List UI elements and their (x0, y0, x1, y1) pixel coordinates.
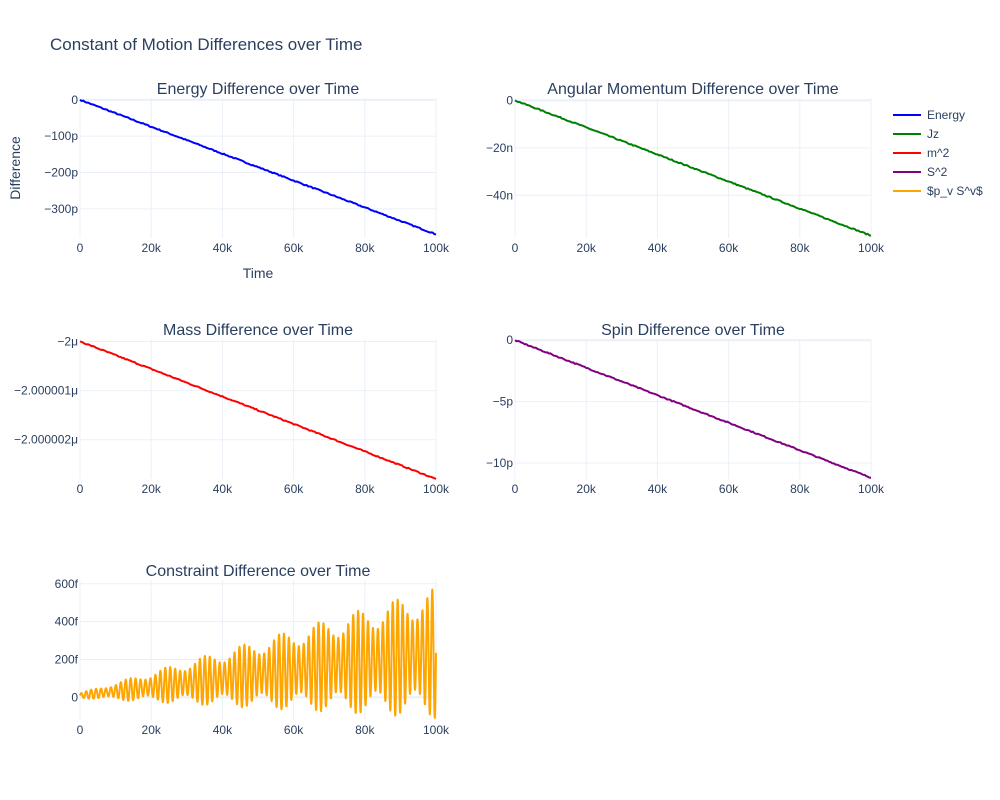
subplot-title: Spin Difference over Time (601, 322, 785, 339)
x-tick-label: 0 (512, 482, 519, 496)
y-tick-label: −100p (44, 129, 78, 143)
figure-title: Constant of Motion Differences over Time (50, 35, 362, 54)
x-tick-label: 20k (577, 241, 597, 255)
series-line-jz (514, 99, 872, 237)
x-axis-label: Time (243, 265, 274, 281)
legend-item[interactable]: Jz (893, 127, 939, 141)
x-tick-label: 60k (284, 241, 304, 255)
legend-label: Jz (927, 127, 939, 141)
x-tick-label: 20k (142, 723, 162, 737)
series-line-m2 (79, 340, 437, 480)
x-tick-label: 40k (213, 241, 233, 255)
y-axis-label: Difference (7, 136, 23, 200)
legend-label: $p_v S^v$ (927, 184, 983, 198)
subplot-5: 0 20k 40k 60k 80k 100k 0 200f 400f 600f Constraint… (55, 563, 450, 737)
subplot-3: 0 20k 40k 60k 80k 100k −2μ −2.000001μ −2.000002μ… (14, 322, 450, 496)
y-tick-label: 0 (506, 93, 513, 107)
subplot-title: Constraint Difference over Time (146, 563, 371, 580)
legend-label: m^2 (927, 146, 950, 160)
x-tick-label: 100k (858, 241, 885, 255)
y-tick-label: 400f (55, 615, 79, 629)
x-tick-label: 80k (355, 241, 375, 255)
x-tick-label: 0 (512, 241, 519, 255)
legend-item[interactable]: S^2 (893, 165, 948, 179)
x-tick-label: 20k (142, 241, 162, 255)
legend-item[interactable]: m^2 (893, 146, 950, 160)
y-tick-label: −200p (44, 166, 78, 180)
y-tick-label: −20n (486, 141, 513, 155)
subplot-2: 0 20k 40k 60k 80k 100k 0 −20n −40n Angular Moment… (486, 81, 885, 255)
x-tick-label: 60k (284, 723, 304, 737)
y-tick-label: −10p (486, 456, 513, 470)
x-tick-label: 80k (790, 482, 810, 496)
x-tick-label: 80k (790, 241, 810, 255)
subplot-title: Energy Difference over Time (157, 81, 360, 98)
y-tick-label: 0 (71, 690, 78, 704)
x-tick-label: 80k (355, 723, 375, 737)
x-tick-label: 80k (355, 482, 375, 496)
x-tick-label: 20k (142, 482, 162, 496)
y-tick-label: −2.000001μ (14, 384, 78, 398)
y-tick-label: 0 (506, 333, 513, 347)
legend[interactable]: Energy Jz m^2 S^2 $p_v S^v$ (893, 108, 983, 198)
subplot-4: 0 20k 40k 60k 80k 100k 0 −5p −10p Spin Difference… (486, 322, 885, 496)
x-tick-label: 40k (648, 482, 668, 496)
y-tick-label: 600f (55, 577, 79, 591)
x-tick-label: 60k (719, 241, 739, 255)
series-line-s2 (514, 339, 872, 479)
x-tick-label: 0 (77, 482, 84, 496)
x-tick-label: 0 (77, 723, 84, 737)
x-tick-label: 40k (213, 482, 233, 496)
subplot-1: 0 20k 40k 60k 80k 100k 0 −100p −200p −300p Energy … (7, 81, 450, 281)
y-tick-label: 200f (55, 652, 79, 666)
x-tick-label: 40k (213, 723, 233, 737)
x-tick-label: 40k (648, 241, 668, 255)
legend-label: Energy (927, 108, 965, 122)
series-line-pvsv (79, 588, 437, 719)
subplot-grid: 0 20k 40k 60k 80k 100k 0 −100p −200p −300p Energy … (7, 81, 885, 737)
x-tick-label: 0 (77, 241, 84, 255)
legend-item[interactable]: Energy (893, 108, 965, 122)
series-line-energy (79, 99, 437, 236)
x-tick-label: 100k (423, 482, 450, 496)
x-tick-label: 100k (858, 482, 885, 496)
subplot-title: Mass Difference over Time (163, 322, 353, 339)
x-tick-label: 20k (577, 482, 597, 496)
y-tick-label: −300p (44, 202, 78, 216)
subplot-title: Angular Momentum Difference over Time (547, 81, 838, 98)
y-tick-label: −2.000002μ (14, 433, 78, 447)
y-tick-label: −5p (493, 395, 514, 409)
x-tick-label: 60k (719, 482, 739, 496)
legend-label: S^2 (927, 165, 948, 179)
x-tick-label: 100k (423, 241, 450, 255)
legend-item[interactable]: $p_v S^v$ (893, 184, 983, 198)
x-tick-label: 100k (423, 723, 450, 737)
y-tick-label: −2μ (57, 334, 78, 348)
y-tick-label: 0 (71, 93, 78, 107)
y-tick-label: −40n (486, 188, 513, 202)
x-tick-label: 60k (284, 482, 304, 496)
